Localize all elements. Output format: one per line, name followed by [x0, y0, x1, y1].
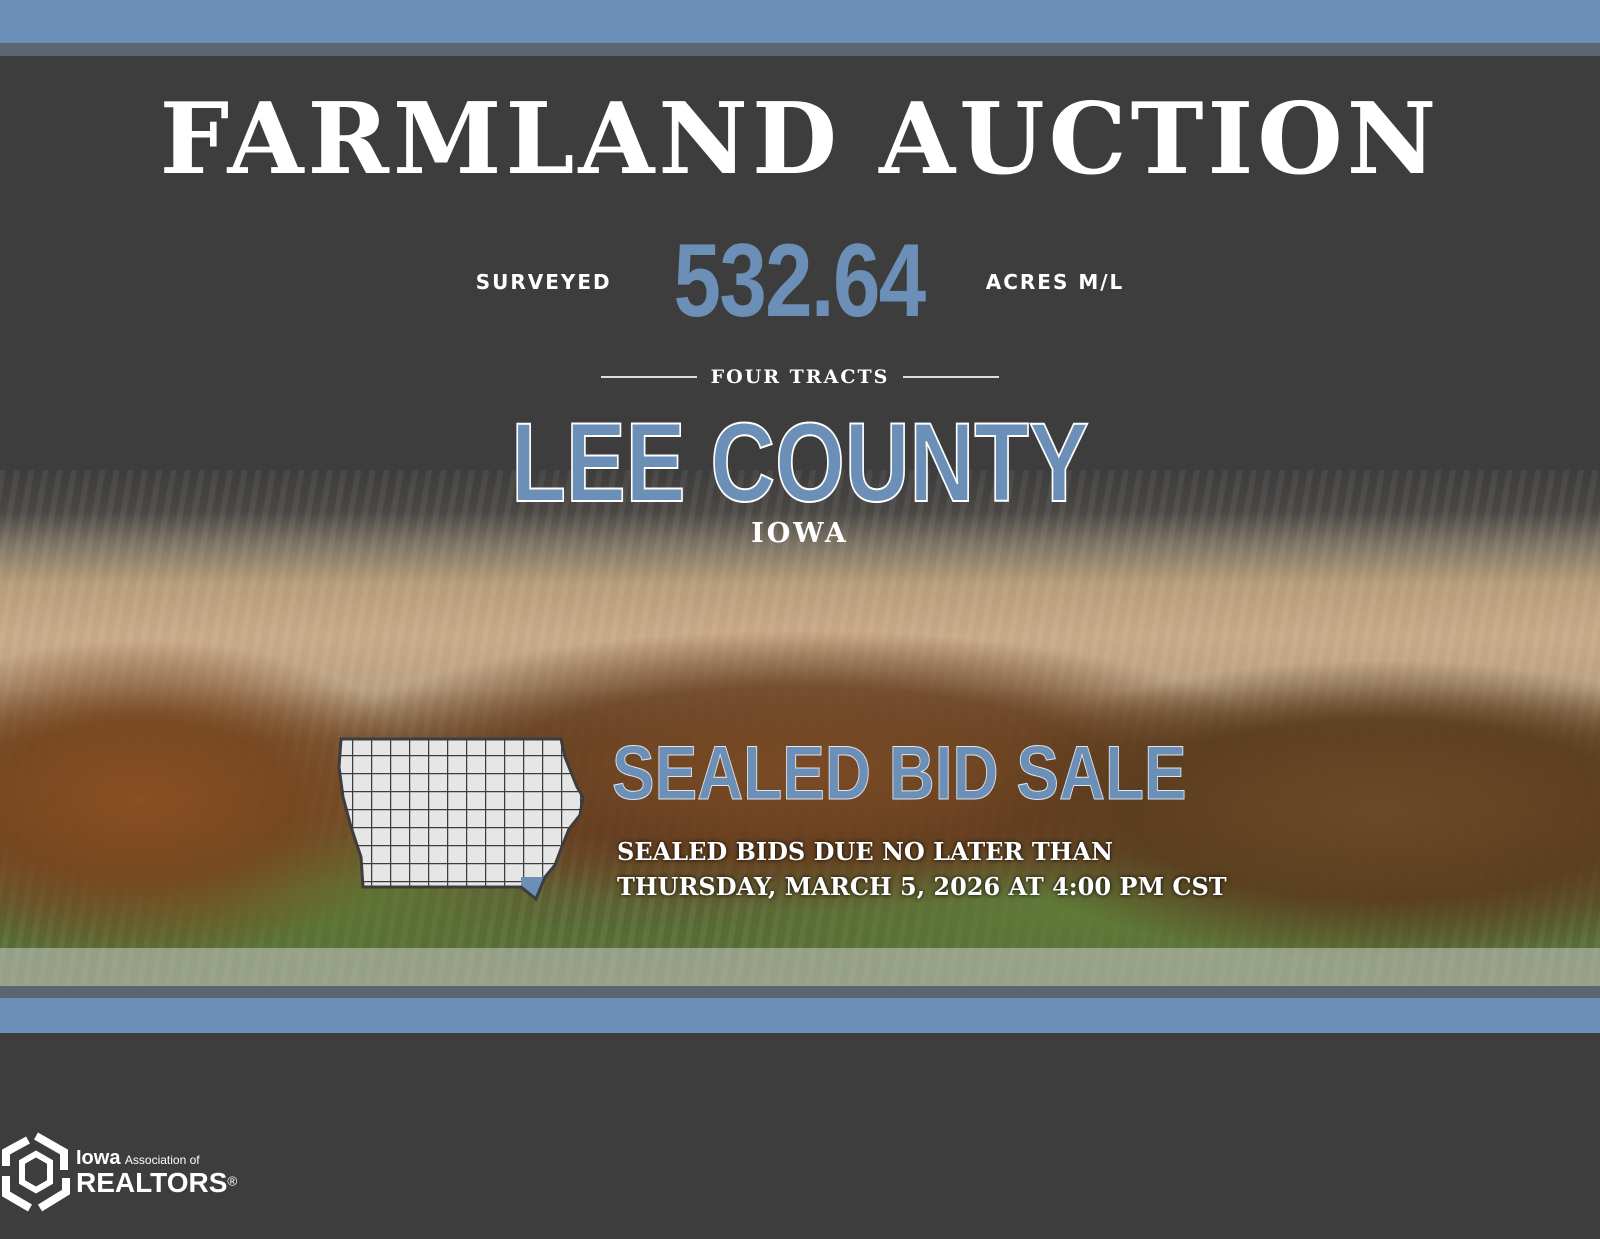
county-name: LEE COUNTY [510, 399, 1089, 526]
state-name: IOWA [751, 518, 849, 549]
divider [600, 376, 697, 378]
sale-heading: SEALED BID SALE [612, 731, 1187, 817]
page-title: FARMLAND AUCTION [159, 82, 1441, 197]
tracts-row: FOUR TRACTS [0, 366, 1600, 388]
top-stripe [0, 0, 1600, 43]
realtors-hexagon-icon [2, 1132, 70, 1212]
sale-deadline: SEALED BIDS DUE NO LATER THAN THURSDAY, … [617, 834, 1227, 904]
bottom-stripe-grey [0, 986, 1600, 998]
photo-band [0, 948, 1600, 986]
logo-registered: ® [227, 1173, 238, 1189]
realtors-logo: Iowa Association of REALTORS® [0, 1130, 237, 1214]
deadline-line-2: THURSDAY, MARCH 5, 2026 AT 4:00 PM CST [617, 872, 1227, 901]
logo-iowa: Iowa [76, 1147, 121, 1169]
farmland-aerial-photo [0, 470, 1600, 990]
acres-suffix: ACRES M/L [985, 269, 1125, 294]
logo-realtors: REALTORS [76, 1167, 228, 1198]
deadline-line-1: SEALED BIDS DUE NO LATER THAN [617, 837, 1113, 866]
acres-value: 532.64 [673, 223, 926, 339]
divider [903, 376, 1000, 378]
bottom-stripe [0, 998, 1600, 1033]
tracts-label: FOUR TRACTS [710, 366, 890, 388]
iowa-county-map-icon [337, 737, 585, 901]
top-stripe-grey [0, 43, 1600, 56]
acres-prefix: SURVEYED [475, 269, 612, 294]
logo-association: Association of [124, 1153, 200, 1167]
acres-row: SURVEYED 532.64 ACRES M/L [0, 222, 1600, 341]
lee-county-highlight [521, 877, 545, 899]
